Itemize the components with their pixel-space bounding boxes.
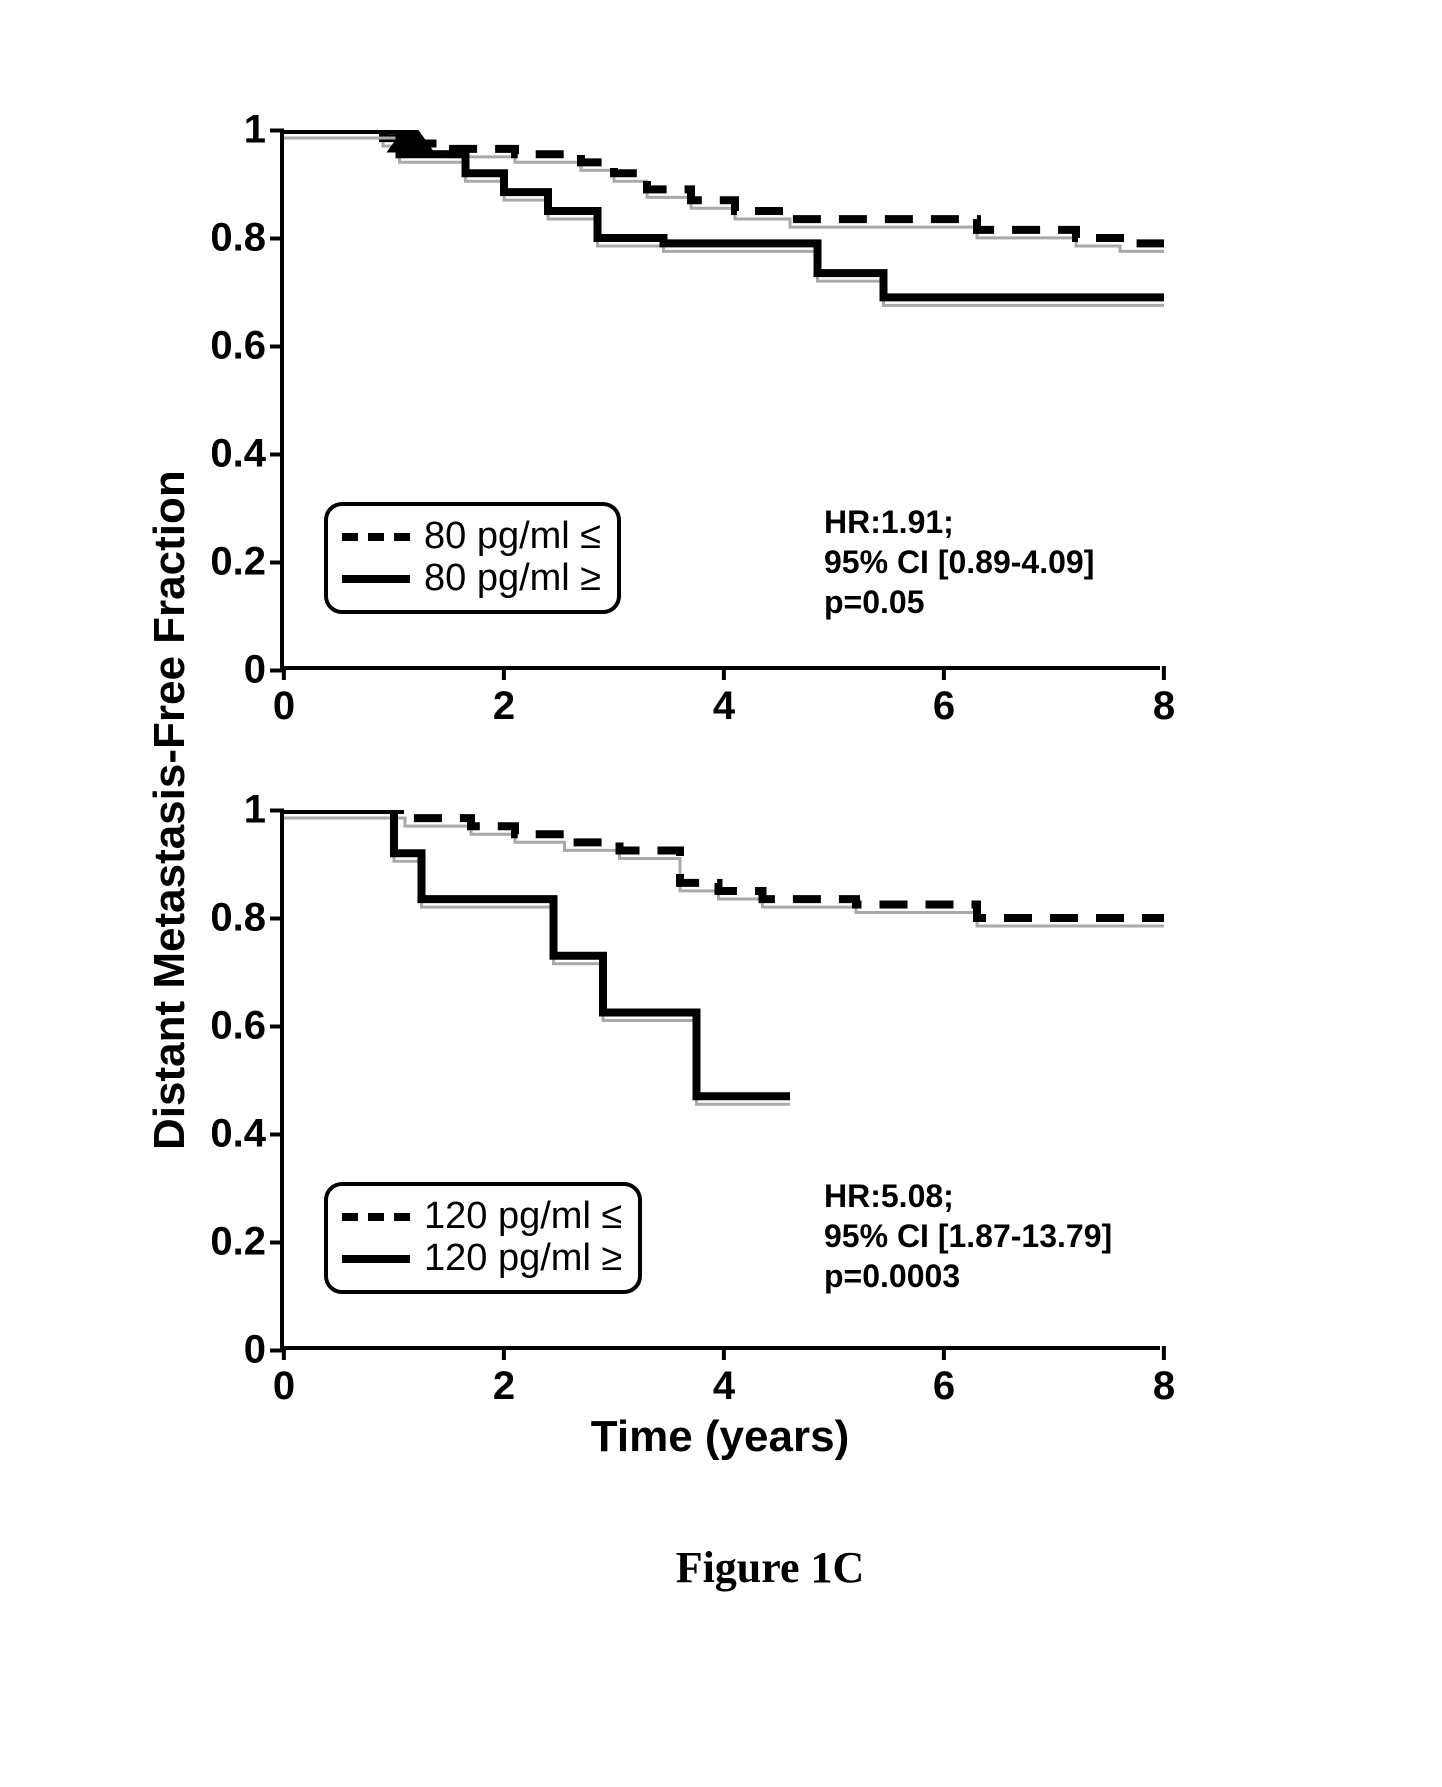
x-tick-label: 8 [1153,666,1175,729]
y-tick-label: 0.6 [210,324,284,369]
legend-label: 80 pg/ml ≤ [424,516,601,558]
plot-area: 00.20.40.60.8102468120 pg/ml ≤120 pg/ml … [280,810,1160,1350]
stats-line: 95% CI [0.89-4.09] [824,542,1094,582]
y-tick-label: 1 [244,788,284,833]
series-high80 [284,130,1164,297]
x-tick-label: 2 [493,1346,515,1409]
stats-line: HR:5.08; [824,1176,1112,1216]
dash-swatch-icon [342,1213,410,1221]
legend-box: 80 pg/ml ≤80 pg/ml ≥ [324,502,621,614]
y-tick-label: 0.8 [210,216,284,261]
dash-swatch-icon [342,533,410,541]
x-tick-label: 8 [1153,1346,1175,1409]
stats-line: HR:1.91; [824,502,1094,542]
y-tick-label: 0.4 [210,1112,284,1157]
x-tick-label: 0 [273,666,295,729]
figure-1c: Distant Metastasis-Free Fraction 00.20.4… [110,130,1340,1593]
legend-item: 80 pg/ml ≥ [342,558,601,600]
series-shadow [284,818,790,1104]
series-high120 [284,810,790,1096]
x-tick-label: 6 [933,1346,955,1409]
y-tick-label: 0.2 [210,1220,284,1265]
x-tick-label: 2 [493,666,515,729]
plot-area: 00.20.40.60.810246880 pg/ml ≤80 pg/ml ≥H… [280,130,1160,670]
figure-caption: Figure 1C [200,1542,1340,1593]
legend-label: 120 pg/ml ≤ [424,1196,622,1238]
legend-item: 80 pg/ml ≤ [342,516,601,558]
stats-line: p=0.05 [824,582,1094,622]
x-tick-label: 4 [713,666,735,729]
y-tick-label: 0.4 [210,432,284,477]
legend-item: 120 pg/ml ≥ [342,1238,622,1280]
y-tick-label: 1 [244,108,284,153]
y-axis-label: Distant Metastasis-Free Fraction [145,470,195,1150]
series-shadow [284,818,1164,926]
panels-host: 00.20.40.60.810246880 pg/ml ≤80 pg/ml ≥H… [110,130,1340,1350]
km-panel-top: 00.20.40.60.810246880 pg/ml ≤80 pg/ml ≥H… [280,130,1340,670]
y-tick-label: 0.8 [210,896,284,941]
stats-block: HR:5.08;95% CI [1.87-13.79]p=0.0003 [824,1176,1112,1296]
solid-swatch-icon [342,1255,410,1263]
legend-label: 120 pg/ml ≥ [424,1238,622,1280]
y-tick-label: 0.6 [210,1004,284,1049]
y-tick-label: 0.2 [210,540,284,585]
x-tick-label: 6 [933,666,955,729]
stats-block: HR:1.91;95% CI [0.89-4.09]p=0.05 [824,502,1094,622]
x-axis-label: Time (years) [280,1412,1160,1462]
x-tick-label: 0 [273,1346,295,1409]
legend-box: 120 pg/ml ≤120 pg/ml ≥ [324,1182,642,1294]
legend-item: 120 pg/ml ≤ [342,1196,622,1238]
solid-swatch-icon [342,575,410,583]
km-panel-bottom: 00.20.40.60.8102468120 pg/ml ≤120 pg/ml … [280,810,1340,1350]
series-shadow [284,138,1164,305]
stats-line: 95% CI [1.87-13.79] [824,1216,1112,1256]
x-tick-label: 4 [713,1346,735,1409]
legend-label: 80 pg/ml ≥ [424,558,601,600]
stats-line: p=0.0003 [824,1256,1112,1296]
